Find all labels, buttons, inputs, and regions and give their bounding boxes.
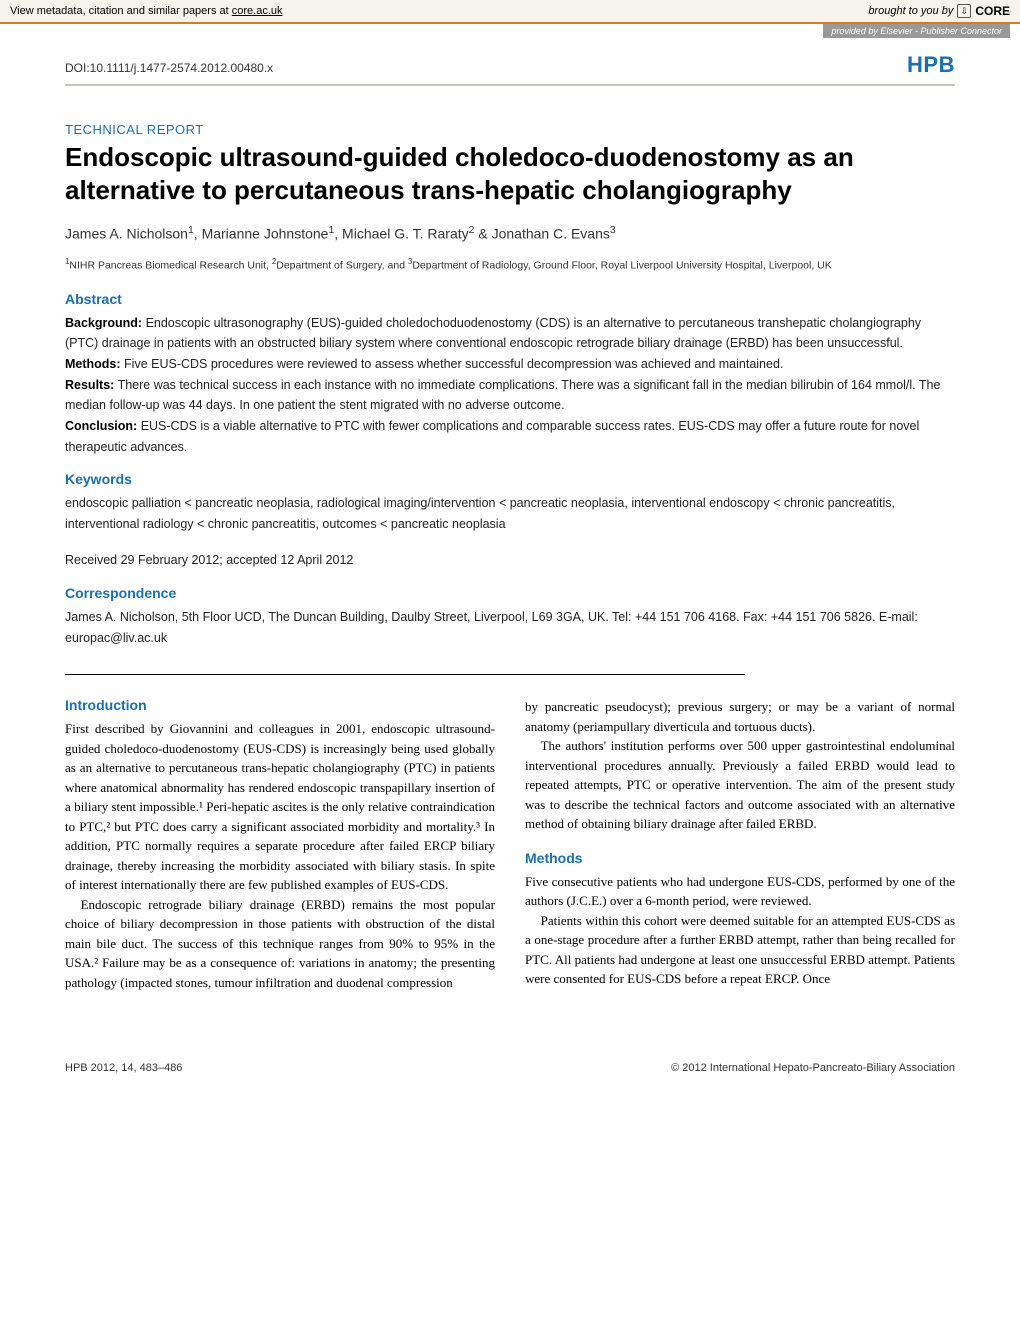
left-column: Introduction First described by Giovanni… <box>65 697 495 992</box>
received-block: Received 29 February 2012; accepted 12 A… <box>65 550 955 571</box>
footer-left: HPB 2012, 14, 483–486 <box>65 1062 182 1074</box>
right-column: by pancreatic pseudocyst); previous surg… <box>525 697 955 992</box>
article-title: Endoscopic ultrasound-guided choledoco-d… <box>65 141 955 206</box>
provided-by: provided by Elsevier - Publisher Connect… <box>823 24 1010 38</box>
banner-right-pre: brought to you by <box>868 5 953 17</box>
authors: James A. Nicholson1, Marianne Johnstone1… <box>65 224 955 242</box>
introduction-body-right: by pancreatic pseudocyst); previous surg… <box>525 697 955 834</box>
conclusion-label: Conclusion: <box>65 419 137 433</box>
background-label: Background: <box>65 316 142 330</box>
abstract-conclusion: Conclusion: EUS-CDS is a viable alternat… <box>65 416 955 457</box>
keywords-text: endoscopic palliation < pancreatic neopl… <box>65 493 955 534</box>
abstract-methods: Methods: Five EUS-CDS procedures were re… <box>65 354 955 375</box>
abstract-background: Background: Endoscopic ultrasonography (… <box>65 313 955 354</box>
intro-p1: First described by Giovannini and collea… <box>65 719 495 895</box>
banner-right: brought to you by ⇩ CORE <box>868 4 1010 18</box>
core-icon: ⇩ <box>957 4 971 18</box>
intro-p2: Endoscopic retrograde biliary drainage (… <box>65 895 495 993</box>
keywords-block: Keywords endoscopic palliation < pancrea… <box>65 471 955 534</box>
methods-p1: Five consecutive patients who had underg… <box>525 872 955 911</box>
methods-text: Five EUS-CDS procedures were reviewed to… <box>121 357 784 371</box>
doi-row: DOI:10.1111/j.1477-2574.2012.00480.x HPB <box>65 44 955 84</box>
page-footer: HPB 2012, 14, 483–486 © 2012 Internation… <box>0 1032 1020 1094</box>
banner-left-text: View metadata, citation and similar pape… <box>10 5 232 17</box>
intro-p3: by pancreatic pseudocyst); previous surg… <box>525 697 955 736</box>
intro-p4: The authors' institution performs over 5… <box>525 736 955 834</box>
correspondence-block: Correspondence James A. Nicholson, 5th F… <box>65 585 955 648</box>
affiliations: 1NIHR Pancreas Biomedical Research Unit,… <box>65 256 955 273</box>
introduction-heading: Introduction <box>65 697 495 713</box>
core-logo: CORE <box>975 4 1010 18</box>
results-text: There was technical success in each inst… <box>65 378 940 413</box>
received-text: Received 29 February 2012; accepted 12 A… <box>65 550 955 571</box>
methods-label: Methods: <box>65 357 121 371</box>
core-banner: View metadata, citation and similar pape… <box>0 0 1020 24</box>
abstract-heading: Abstract <box>65 291 955 307</box>
abstract-block: Abstract Background: Endoscopic ultrason… <box>65 291 955 457</box>
mid-rule <box>65 674 745 675</box>
abstract-results: Results: There was technical success in … <box>65 375 955 416</box>
correspondence-heading: Correspondence <box>65 585 955 601</box>
footer-right: © 2012 International Hepato-Pancreato-Bi… <box>671 1062 955 1074</box>
two-column-body: Introduction First described by Giovanni… <box>65 697 955 992</box>
methods-body: Five consecutive patients who had underg… <box>525 872 955 989</box>
page-content: DOI:10.1111/j.1477-2574.2012.00480.x HPB… <box>0 24 1020 1032</box>
conclusion-text: EUS-CDS is a viable alternative to PTC w… <box>65 419 919 454</box>
core-link[interactable]: core.ac.uk <box>232 5 283 17</box>
background-text: Endoscopic ultrasonography (EUS)-guided … <box>65 316 921 351</box>
results-label: Results: <box>65 378 114 392</box>
banner-left: View metadata, citation and similar pape… <box>10 5 283 17</box>
doi: DOI:10.1111/j.1477-2574.2012.00480.x <box>65 61 273 75</box>
introduction-body-left: First described by Giovannini and collea… <box>65 719 495 992</box>
methods-heading: Methods <box>525 850 955 866</box>
top-rule <box>65 84 955 86</box>
journal-name: HPB <box>907 52 955 78</box>
section-label: TECHNICAL REPORT <box>65 122 955 137</box>
keywords-heading: Keywords <box>65 471 955 487</box>
methods-p2: Patients within this cohort were deemed … <box>525 911 955 989</box>
correspondence-text: James A. Nicholson, 5th Floor UCD, The D… <box>65 607 955 648</box>
